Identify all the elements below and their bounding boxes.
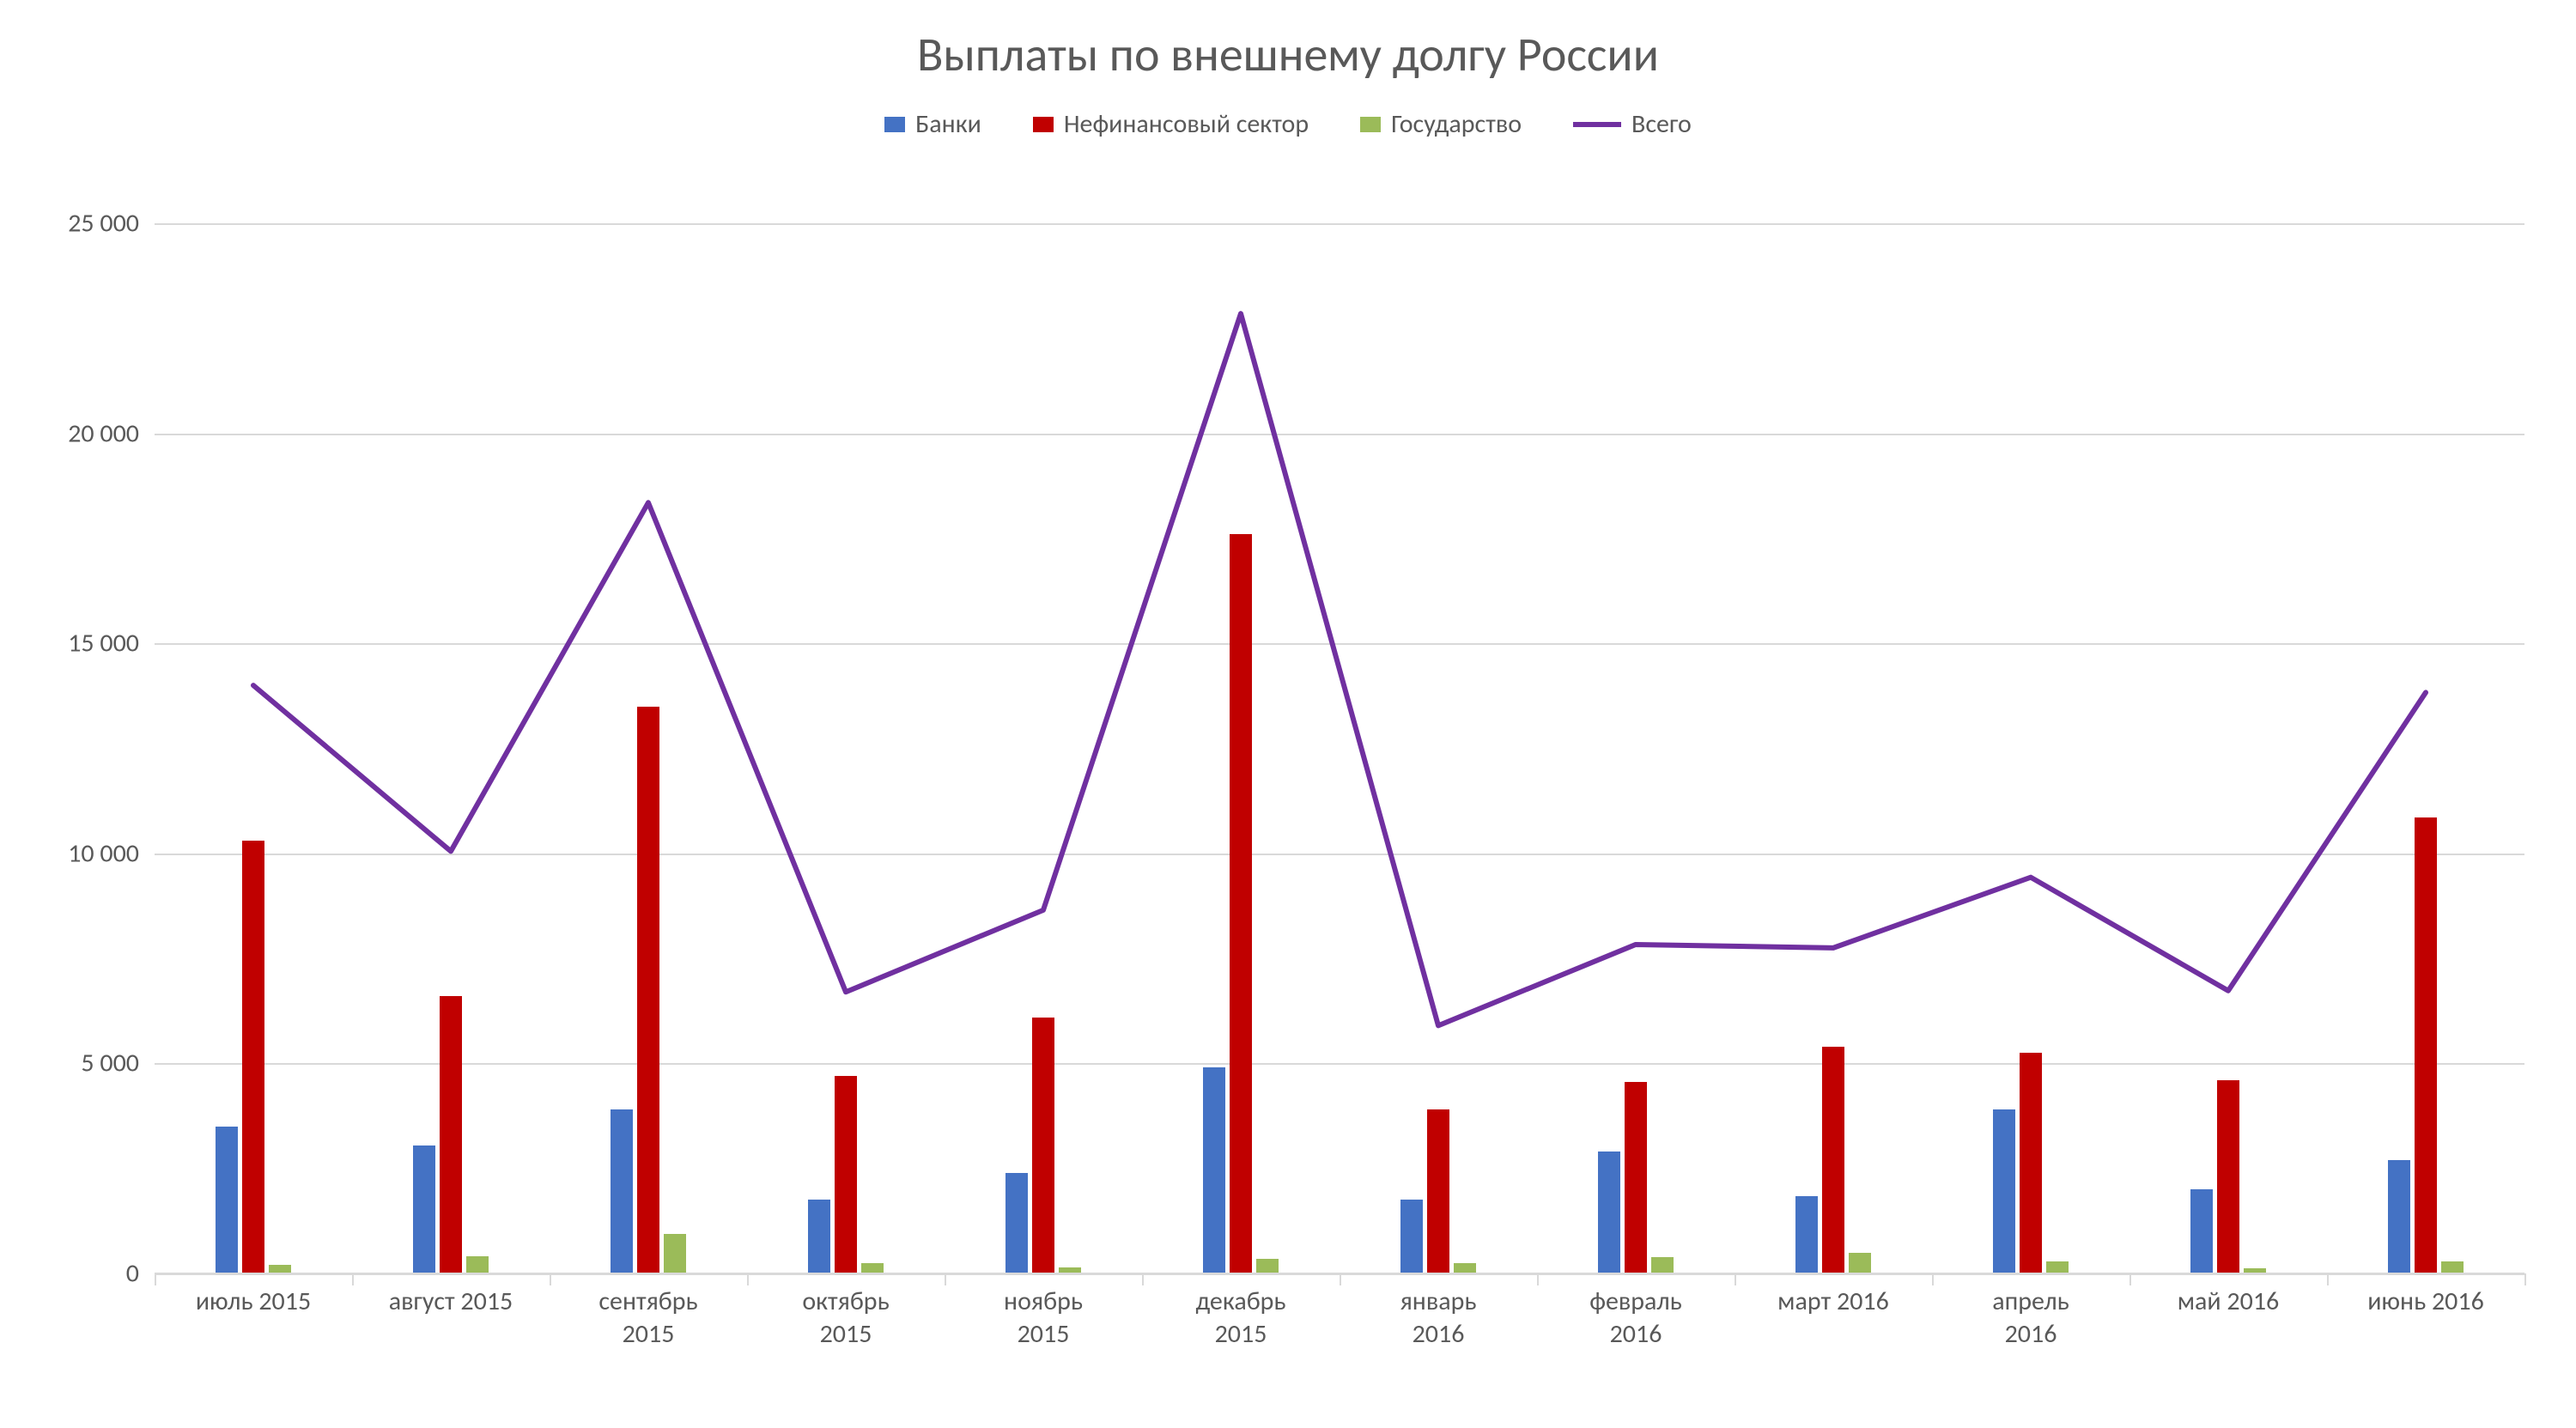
xtick-mark [1932,1273,1934,1285]
xtick-mark [2524,1273,2526,1285]
ytick-label: 0 [126,1258,155,1290]
xtick-label: апрель 2016 [1937,1273,2125,1350]
chart-title: Выплаты по внешнему долгу России [0,0,2576,84]
xtick-label: август 2015 [357,1273,545,1318]
xtick-label: октябрь 2015 [752,1273,940,1350]
legend-label: Банки [915,108,981,140]
legend-swatch-bar [1033,117,1054,132]
xtick-mark [1735,1273,1736,1285]
xtick-mark [1340,1273,1341,1285]
xtick-label: декабрь 2015 [1147,1273,1335,1350]
xtick-mark [2327,1273,2329,1285]
xtick-mark [1537,1273,1539,1285]
legend-swatch-bar [884,117,905,132]
xtick-label: июнь 2016 [2332,1273,2520,1318]
xtick-label: май 2016 [2135,1273,2323,1318]
legend-label: Государство [1391,108,1522,140]
legend-item: Банки [884,108,981,140]
plot-area: 05 00010 00015 00020 00025 000 июль 2015… [155,223,2524,1273]
legend-label: Всего [1631,108,1692,140]
xtick-mark [1142,1273,1144,1285]
xtick-label: январь 2016 [1345,1273,1533,1350]
legend-swatch-bar [1360,117,1381,132]
chart-legend: Банки Нефинансовый сектор Государство Всего [0,108,2576,140]
legend-label: Нефинансовый сектор [1064,108,1309,140]
xtick-label: ноябрь 2015 [950,1273,1138,1350]
ytick-label: 10 000 [68,837,155,869]
ytick-label: 20 000 [68,417,155,449]
xtick-mark [945,1273,946,1285]
xtick-mark [2129,1273,2131,1285]
xtick-label: июль 2015 [160,1273,348,1318]
legend-swatch-line [1573,122,1621,127]
xtick-mark [352,1273,354,1285]
ytick-label: 5 000 [81,1048,155,1079]
xtick-mark [155,1273,156,1285]
xaxis-layer: июль 2015август 2015сентябрь 2015октябрь… [155,223,2524,1273]
xtick-label: сентябрь 2015 [555,1273,743,1350]
xtick-label: февраль 2016 [1542,1273,1730,1350]
ytick-label: 15 000 [68,628,155,659]
xtick-mark [550,1273,551,1285]
xtick-label: март 2016 [1740,1273,1928,1318]
legend-item: Государство [1360,108,1522,140]
legend-item: Всего [1573,108,1692,140]
xtick-mark [747,1273,749,1285]
ytick-label: 25 000 [68,208,155,240]
chart-container: Выплаты по внешнему долгу России Банки Не… [0,0,2576,1428]
legend-item: Нефинансовый сектор [1033,108,1309,140]
